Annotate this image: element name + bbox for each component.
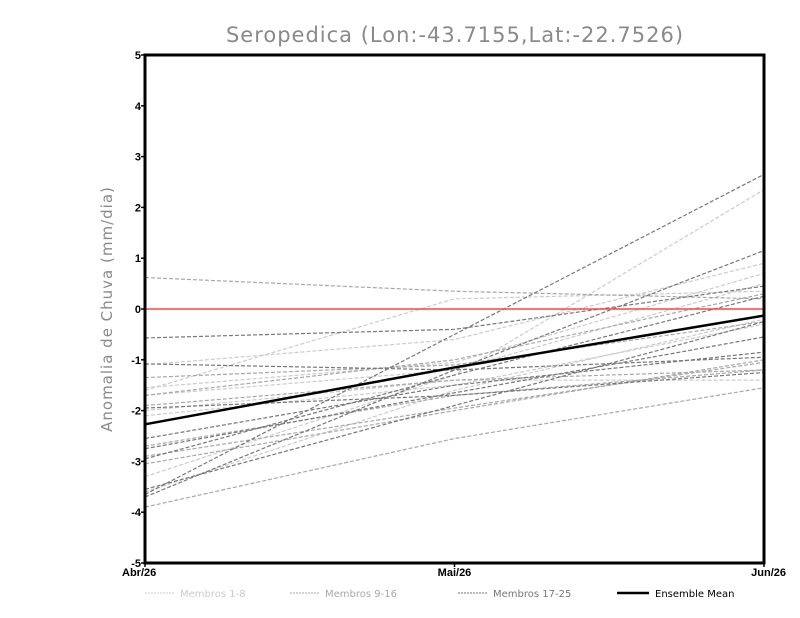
y-tick-label: -3 — [131, 456, 141, 468]
member-line-1-6 — [144, 318, 765, 493]
y-tick-label: -1 — [131, 355, 141, 367]
legend-label: Ensemble Mean — [655, 589, 734, 600]
legend-item: Ensemble Mean — [617, 589, 734, 600]
y-tick-label: -2 — [131, 406, 141, 418]
member-line-3-2 — [144, 356, 765, 371]
x-tick-label: Jun/26 — [751, 567, 786, 579]
legend-label: Membros 9-16 — [325, 589, 397, 600]
chart-title: Seropedica (Lon:-43.7155,Lat:-22.7526) — [226, 23, 684, 47]
member-line-3-8 — [144, 321, 765, 490]
member-line-1-5 — [144, 283, 765, 396]
y-tick-label: -4 — [131, 507, 142, 519]
member-line-3-1 — [144, 285, 765, 339]
ensemble-mean-line — [144, 314, 765, 426]
member-line-2-7 — [144, 293, 765, 396]
x-tick-label: Abr/26 — [122, 567, 156, 579]
x-tick-label: Mai/26 — [438, 567, 472, 579]
member-line-1-1 — [144, 262, 765, 366]
y-tick-label: 1 — [135, 253, 141, 265]
member-line-1-2 — [144, 290, 765, 391]
legend-label: Membros 1-8 — [180, 589, 246, 600]
member-line-1-7 — [144, 272, 765, 389]
y-tick-label: 2 — [135, 202, 141, 214]
member-line-3-6 — [144, 336, 765, 450]
y-tick-label: -5 — [131, 558, 141, 570]
y-tick-label: 3 — [135, 152, 141, 164]
legend-label: Membros 17-25 — [493, 589, 571, 600]
member-line-2-1 — [144, 276, 765, 300]
legend-item: Membros 9-16 — [290, 589, 397, 600]
member-line-3-7 — [144, 371, 765, 409]
member-line-3-4 — [144, 250, 765, 498]
member-lines — [144, 173, 765, 508]
member-line-3-3 — [144, 173, 765, 495]
member-line-3-9 — [144, 295, 765, 460]
member-line-2-6 — [144, 361, 765, 457]
y-axis-label: Anomalia de Chuva (mm/dia) — [98, 186, 116, 432]
member-line-2-8 — [144, 359, 765, 465]
legend: Membros 1-8 Membros 9-16 Membros 17-25 Ense… — [145, 589, 734, 600]
legend-item: Membros 17-25 — [458, 589, 571, 600]
y-tick-label: 5 — [135, 50, 141, 62]
mean-line-group — [144, 314, 765, 426]
member-line-2-2 — [144, 321, 765, 379]
member-line-2-3 — [144, 369, 765, 407]
member-line-3-5 — [144, 351, 765, 440]
axis-ticks: -5 -4 -3 -2 -1 0 1 2 3 4 5 Abr/26 Mai/26 Jun/26 — [122, 50, 786, 579]
legend-item: Membros 1-8 — [145, 589, 246, 600]
member-line-2-5 — [144, 387, 765, 508]
y-tick-label: 4 — [135, 101, 142, 113]
y-tick-label: 0 — [135, 304, 141, 316]
